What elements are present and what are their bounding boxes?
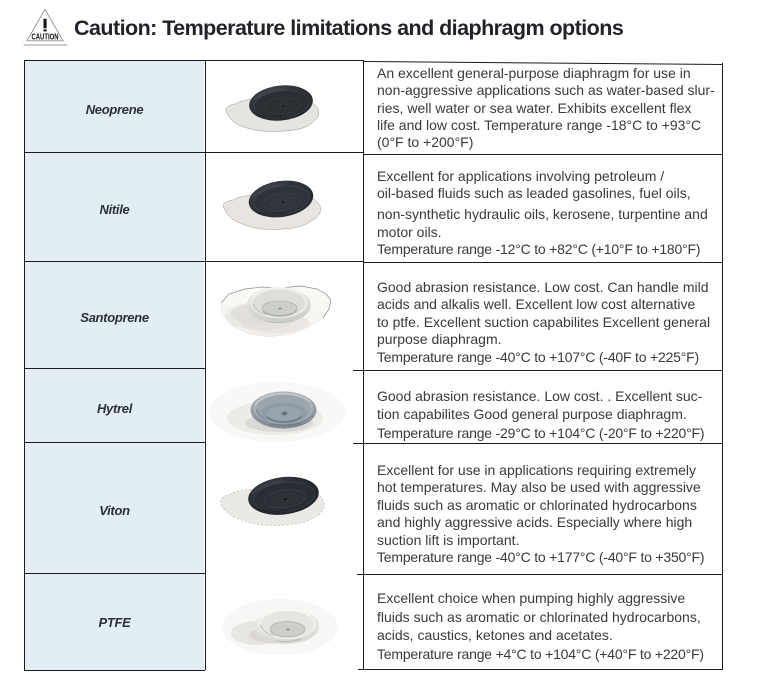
svg-text:CAUTION: CAUTION <box>32 32 59 41</box>
